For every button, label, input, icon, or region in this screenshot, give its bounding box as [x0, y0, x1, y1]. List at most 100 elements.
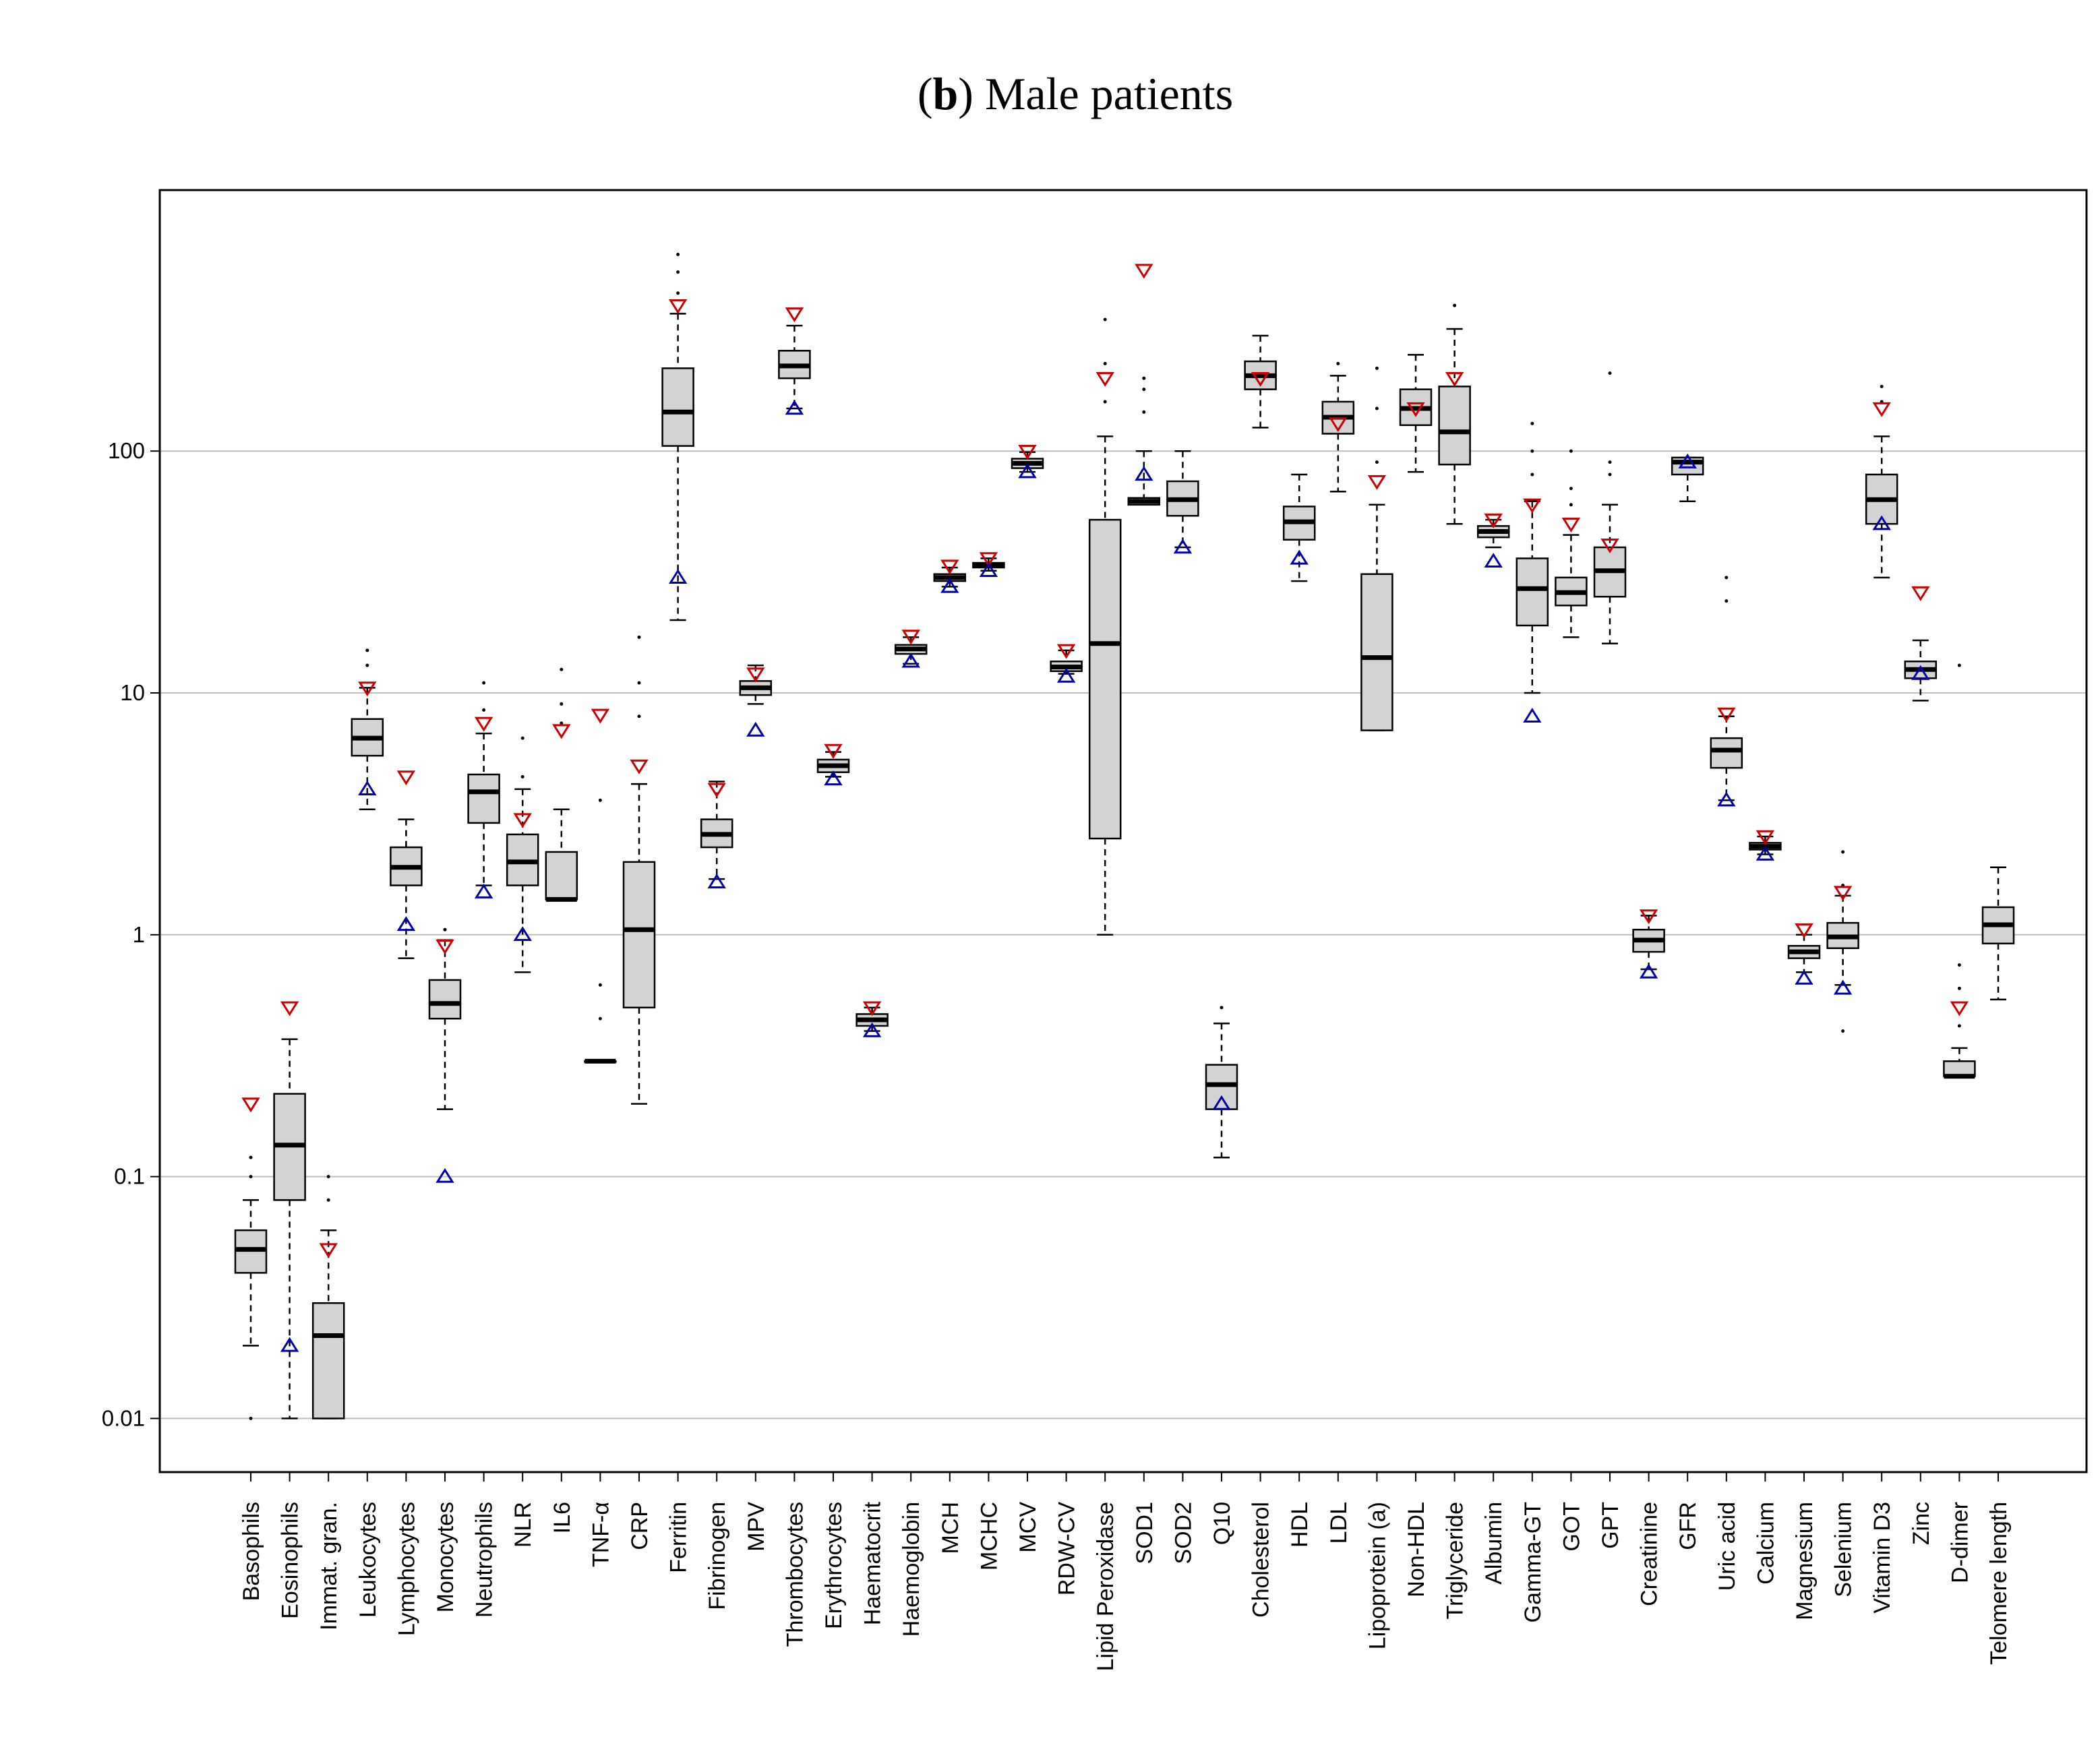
upper-ref-marker: [1018, 445, 1037, 460]
box-neutrophils: [467, 681, 500, 898]
outlier-point: [520, 774, 524, 779]
category-label: GFR: [1675, 1502, 1701, 1550]
category-label: MPV: [744, 1502, 769, 1552]
outlier-point: [598, 983, 602, 987]
outlier-point: [1103, 317, 1107, 322]
outlier-point: [1530, 473, 1534, 477]
lower-ref-marker: [668, 569, 688, 584]
outlier-point: [1957, 1024, 1961, 1028]
box-haematocrit: [856, 1001, 889, 1037]
outlier-point: [1608, 460, 1612, 464]
lower-ref-marker: [280, 1337, 299, 1352]
lower-ref-marker: [1833, 979, 1853, 995]
category-label: MCH: [938, 1502, 963, 1554]
upper-ref-marker: [396, 770, 416, 786]
category-label: Non-HDL: [1404, 1502, 1429, 1597]
lower-ref-marker: [1678, 453, 1697, 468]
category-label: TNF-α: [588, 1502, 613, 1567]
box-thrombocytes: [778, 307, 811, 415]
outlier-point: [1957, 663, 1961, 667]
upper-ref-marker: [1135, 264, 1153, 279]
upper-ref-marker: [1484, 513, 1503, 528]
outlier-point: [1569, 487, 1573, 491]
box-mchc: [972, 552, 1005, 577]
upper-ref-marker: [940, 559, 959, 575]
lower-ref-marker: [1872, 515, 1891, 530]
outlier-point: [1608, 371, 1612, 375]
box-creatinine: [1632, 909, 1665, 979]
box-calcium: [1749, 830, 1782, 861]
outlier-point: [637, 635, 641, 639]
box-tnf-: [584, 708, 617, 1064]
outlier-point: [1336, 361, 1340, 365]
category-label: SOD2: [1170, 1502, 1196, 1564]
lower-ref-marker: [785, 400, 804, 415]
box-gamma-gt: [1516, 421, 1549, 723]
upper-ref-marker: [1600, 538, 1619, 553]
box-non-hdl: [1399, 354, 1433, 473]
outlier-point: [365, 648, 369, 652]
category-label: Calcium: [1753, 1502, 1778, 1585]
lower-ref-marker: [901, 652, 920, 668]
box-eosinophils: [273, 1001, 306, 1420]
category-label: Albumin: [1481, 1502, 1507, 1585]
upper-ref-marker: [1406, 402, 1425, 417]
category-label: Gamma-GT: [1520, 1502, 1546, 1622]
upper-ref-marker: [552, 724, 571, 739]
outlier-point: [1142, 376, 1146, 380]
outlier-point: [1724, 599, 1729, 603]
iqr-box: [1516, 557, 1549, 627]
lower-ref-marker: [1173, 539, 1193, 554]
outlier-point: [1142, 410, 1146, 414]
box-q10: [1205, 1006, 1238, 1159]
box-rdw-cv: [1050, 644, 1083, 683]
outlier-point: [560, 667, 564, 671]
box-haemoglobin: [894, 630, 928, 668]
category-label: Erythrocytes: [821, 1502, 847, 1629]
y-tick-label: 0.1: [114, 1164, 145, 1189]
box-mch: [933, 559, 967, 593]
lower-ref-marker: [396, 916, 416, 932]
category-label: SOD1: [1132, 1502, 1158, 1564]
lower-ref-marker: [1056, 667, 1076, 683]
box-ldl: [1321, 361, 1355, 493]
category-label: Q10: [1209, 1502, 1235, 1545]
category-label: MCHC: [976, 1502, 1002, 1571]
outlier-point: [249, 1155, 253, 1159]
outlier-point: [326, 1198, 330, 1202]
lower-ref-marker: [746, 721, 765, 737]
category-label: D-dimer: [1947, 1502, 1973, 1583]
iqr-box: [545, 851, 578, 901]
iqr-box: [467, 773, 500, 824]
category-label: Eosinophils: [278, 1502, 303, 1619]
category-label: Zinc: [1909, 1502, 1934, 1545]
outlier-point: [1375, 460, 1379, 464]
outlier-point: [1375, 406, 1379, 410]
box-lipid-peroxidase: [1088, 317, 1122, 936]
box-il6: [545, 667, 578, 902]
lower-ref-marker: [1639, 963, 1658, 979]
box-crp: [622, 635, 656, 1105]
iqr-box: [622, 861, 656, 1009]
outlier-point: [1142, 388, 1146, 392]
upper-ref-marker: [1717, 707, 1736, 723]
box-erythrocytes: [816, 743, 850, 786]
box-telomere-length: [1981, 866, 2015, 1001]
upper-ref-marker: [241, 1097, 260, 1113]
title-rest: ) Male patients: [958, 68, 1233, 119]
box-gfr: [1671, 453, 1704, 502]
box-albumin: [1476, 513, 1510, 568]
box-basophils: [234, 1097, 268, 1420]
box-lymphocytes: [390, 770, 423, 959]
upper-ref-marker: [474, 717, 493, 732]
box-zinc: [1904, 586, 1938, 702]
grid-lines: [160, 450, 2087, 1420]
lower-ref-marker: [940, 578, 959, 593]
lower-ref-marker: [474, 883, 493, 898]
box-triglyceride: [1438, 303, 1471, 525]
upper-ref-marker: [1523, 498, 1542, 514]
iqr-box: [311, 1302, 345, 1420]
box-sod1: [1127, 264, 1161, 506]
outlier-point: [1453, 303, 1457, 307]
